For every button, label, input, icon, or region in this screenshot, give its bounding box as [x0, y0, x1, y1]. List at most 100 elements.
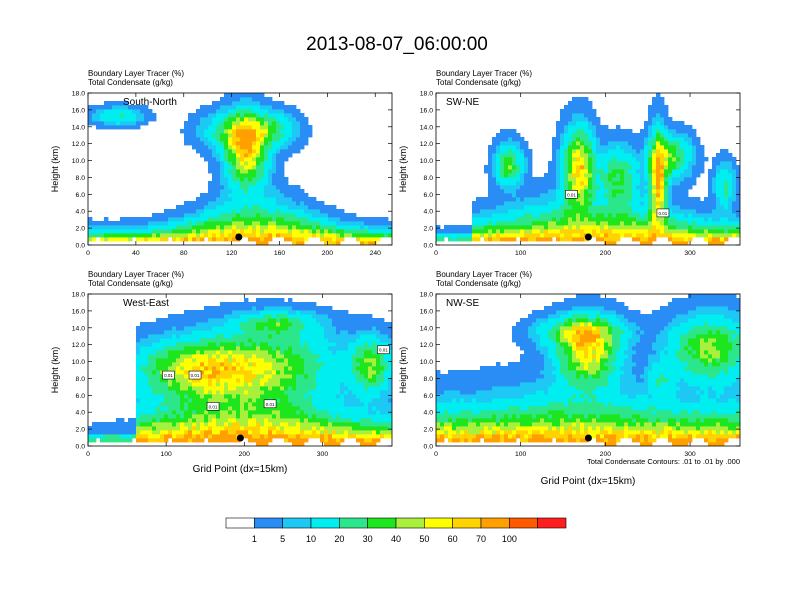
field-cell: [144, 414, 149, 419]
field-cell: [212, 390, 217, 395]
field-cell: [532, 217, 537, 222]
field-cell: [308, 306, 313, 311]
field-cell: [624, 169, 629, 174]
field-cell: [652, 189, 657, 194]
field-cell: [620, 149, 625, 154]
field-cell: [252, 318, 257, 323]
field-cell: [268, 378, 273, 383]
field-cell: [216, 398, 221, 403]
field-cell: [320, 217, 325, 222]
field-cell: [540, 185, 545, 190]
field-cell: [492, 229, 497, 234]
field-cell: [212, 161, 217, 166]
field-cell: [320, 322, 325, 327]
field-cell: [224, 306, 229, 311]
field-cell: [492, 149, 497, 154]
field-cell: [132, 121, 137, 126]
field-cell: [580, 153, 585, 158]
field-cell: [96, 125, 101, 130]
field-cell: [140, 434, 145, 439]
field-cell: [180, 430, 185, 435]
field-cell: [304, 354, 309, 359]
field-cell: [244, 366, 249, 371]
field-cell: [448, 229, 453, 234]
field-cell: [120, 125, 125, 130]
field-cell: [300, 302, 305, 307]
field-cell: [176, 322, 181, 327]
field-cell: [244, 402, 249, 407]
field-cell: [628, 201, 633, 206]
field-cell: [256, 149, 261, 154]
field-cell: [244, 129, 249, 134]
field-cell: [92, 229, 97, 234]
field-cell: [252, 382, 257, 387]
field-cell: [480, 209, 485, 214]
field-cell: [204, 306, 209, 311]
field-cell: [628, 149, 633, 154]
field-cell: [680, 225, 685, 230]
field-cell: [632, 145, 637, 150]
field-cell: [304, 330, 309, 335]
field-cell: [152, 366, 157, 371]
field-cell: [168, 414, 173, 419]
field-cell: [568, 129, 573, 134]
field-cell: [260, 434, 265, 439]
field-cell: [140, 217, 145, 222]
field-cell: [268, 358, 273, 363]
field-cell: [544, 177, 549, 182]
field-cell: [188, 358, 193, 363]
field-cell: [184, 414, 189, 419]
field-cell: [184, 398, 189, 403]
field-cell: [328, 394, 333, 399]
field-cell: [276, 189, 281, 194]
field-cell: [488, 185, 493, 190]
field-cell: [284, 141, 289, 146]
field-cell: [328, 233, 333, 238]
field-cell: [248, 109, 253, 114]
field-cell: [300, 129, 305, 134]
field-cell: [308, 430, 313, 435]
field-cell: [248, 378, 253, 383]
field-cell: [580, 117, 585, 122]
field-cell: [496, 141, 501, 146]
field-cell: [564, 133, 569, 138]
field-cell: [620, 157, 625, 162]
field-cell: [224, 354, 229, 359]
field-cell: [304, 338, 309, 343]
field-cell: [480, 233, 485, 238]
field-cell: [280, 314, 285, 319]
field-cell: [284, 326, 289, 331]
field-cell: [324, 209, 329, 214]
field-cell: [252, 362, 257, 367]
field-cell: [192, 205, 197, 210]
field-cell: [228, 426, 233, 431]
field-cell: [336, 209, 341, 214]
field-cell: [596, 121, 601, 126]
field-cell: [212, 362, 217, 367]
field-cell: [656, 93, 661, 98]
field-cell: [292, 434, 297, 439]
field-cell: [280, 350, 285, 355]
field-cell: [288, 338, 293, 343]
field-cell: [140, 113, 145, 118]
field-cell: [220, 414, 225, 419]
field-cell: [304, 394, 309, 399]
field-cell: [280, 157, 285, 162]
field-cell: [656, 225, 661, 230]
field-cell: [288, 225, 293, 230]
field-cell: [204, 233, 209, 238]
field-cell: [516, 233, 521, 238]
field-cell: [268, 169, 273, 174]
field-cell: [236, 153, 241, 158]
field-cell: [148, 362, 153, 367]
field-cell: [648, 121, 653, 126]
field-cell: [264, 201, 269, 206]
field-cell: [140, 398, 145, 403]
field-cell: [288, 430, 293, 435]
field-cell: [292, 145, 297, 150]
field-cell: [220, 185, 225, 190]
field-cell: [344, 221, 349, 226]
field-cell: [700, 169, 705, 174]
field-cell: [280, 221, 285, 226]
field-cell: [300, 314, 305, 319]
